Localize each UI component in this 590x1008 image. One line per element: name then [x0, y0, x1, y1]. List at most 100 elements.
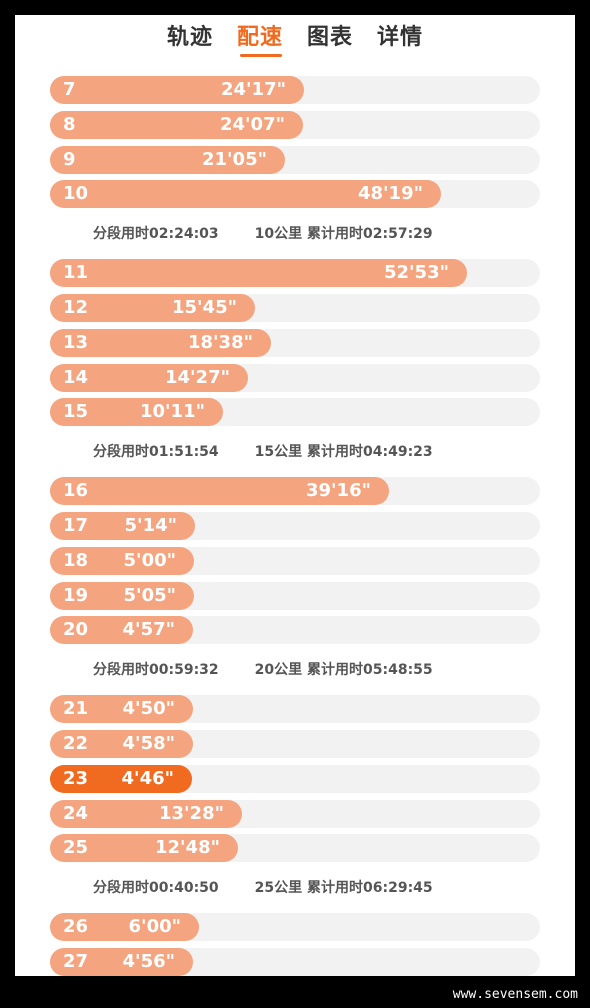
- pace-value: 21'05": [202, 149, 267, 170]
- pace-row: 19 5'05": [50, 582, 540, 610]
- segment-cumulative-time: 25公里 累计用时06:29:45: [254, 880, 433, 896]
- pace-bar: 14 14'27": [50, 364, 248, 392]
- pace-row: 10 48'19": [50, 180, 540, 208]
- pace-bar: 18 5'00": [50, 547, 194, 575]
- pace-row: 22 4'58": [50, 730, 540, 758]
- pace-value: 10'11": [140, 401, 205, 422]
- km-label: 7: [63, 79, 76, 100]
- pace-row: 16 39'16": [50, 477, 540, 505]
- segment-summary: 分段用时01:51:54 15公里 累计用时04:49:23: [93, 441, 433, 461]
- pace-value: 18'38": [188, 332, 253, 353]
- pace-bar: 7 24'17": [50, 76, 304, 104]
- pace-value: 4'56": [122, 951, 175, 972]
- pace-bar: 19 5'05": [50, 582, 194, 610]
- pace-row: 25 12'48": [50, 834, 540, 862]
- tab-details[interactable]: 详情: [377, 25, 424, 50]
- segment-cumulative-time: 15公里 累计用时04:49:23: [254, 444, 433, 460]
- km-label: 24: [63, 803, 89, 824]
- segment-summary: 分段用时00:59:32 20公里 累计用时05:48:55: [93, 659, 433, 679]
- segment-summary: 分段用时00:40:50 25公里 累计用时06:29:45: [93, 877, 433, 897]
- pace-row: 7 24'17": [50, 76, 540, 104]
- pace-bar: 24 13'28": [50, 800, 242, 828]
- km-label: 14: [63, 367, 89, 388]
- watermark: www.sevensem.com: [452, 987, 578, 1002]
- pace-row: 11 52'53": [50, 259, 540, 287]
- pace-row: 27 4'56": [50, 948, 540, 976]
- km-label: 19: [63, 585, 89, 606]
- km-label: 10: [63, 183, 89, 204]
- km-label: 8: [63, 114, 76, 135]
- active-tab-indicator: [240, 54, 282, 57]
- pace-value: 39'16": [306, 480, 371, 501]
- pace-row: 15 10'11": [50, 398, 540, 426]
- km-label: 15: [63, 401, 89, 422]
- pace-value: 13'28": [159, 803, 224, 824]
- pace-value: 24'17": [221, 79, 286, 100]
- pace-bar: 11 52'53": [50, 259, 467, 287]
- pace-bar: 26 6'00": [50, 913, 199, 941]
- km-label: 20: [63, 619, 89, 640]
- pace-bar: 27 4'56": [50, 948, 193, 976]
- km-label: 25: [63, 837, 89, 858]
- pace-bar: 15 10'11": [50, 398, 223, 426]
- segment-split-time: 分段用时00:59:32: [93, 662, 219, 678]
- km-label: 23: [63, 768, 89, 789]
- km-label: 21: [63, 698, 89, 719]
- pace-value: 5'14": [124, 515, 177, 536]
- pace-row: 20 4'57": [50, 616, 540, 644]
- pace-value: 5'05": [123, 585, 176, 606]
- km-label: 27: [63, 951, 89, 972]
- pace-bar: 25 12'48": [50, 834, 238, 862]
- pace-bar: 20 4'57": [50, 616, 193, 644]
- pace-row: 13 18'38": [50, 329, 540, 357]
- pace-value: 14'27": [165, 367, 230, 388]
- pace-row: 26 6'00": [50, 913, 540, 941]
- segment-split-time: 分段用时01:51:54: [93, 444, 219, 460]
- tab-chart[interactable]: 图表: [307, 25, 354, 50]
- pace-value: 48'19": [358, 183, 423, 204]
- pace-bar: 17 5'14": [50, 512, 195, 540]
- pace-value: 5'00": [123, 550, 176, 571]
- pace-value: 15'45": [172, 297, 237, 318]
- segment-cumulative-time: 20公里 累计用时05:48:55: [254, 662, 433, 678]
- segment-cumulative-time: 10公里 累计用时02:57:29: [254, 226, 433, 242]
- pace-row: 8 24'07": [50, 111, 540, 139]
- segment-summary: 分段用时02:24:03 10公里 累计用时02:57:29: [93, 223, 433, 243]
- pace-row: 17 5'14": [50, 512, 540, 540]
- pace-bar: 10 48'19": [50, 180, 441, 208]
- segment-split-time: 分段用时02:24:03: [93, 226, 219, 242]
- pace-panel: 轨迹 配速 图表 详情 7 24'17" 8 24'07" 9 21'05" 10 48'19…: [15, 15, 575, 976]
- pace-bar: 12 15'45": [50, 294, 255, 322]
- segment-split-time: 分段用时00:40:50: [93, 880, 219, 896]
- pace-value: 4'50": [122, 698, 175, 719]
- tab-pace[interactable]: 配速: [237, 25, 284, 50]
- pace-row: 21 4'50": [50, 695, 540, 723]
- tab-track[interactable]: 轨迹: [167, 25, 214, 50]
- pace-row: 24 13'28": [50, 800, 540, 828]
- pace-bar: 21 4'50": [50, 695, 193, 723]
- pace-row: 12 15'45": [50, 294, 540, 322]
- km-label: 18: [63, 550, 89, 571]
- pace-value: 4'57": [122, 619, 175, 640]
- tab-bar: 轨迹 配速 图表 详情: [15, 15, 575, 65]
- pace-row: 14 14'27": [50, 364, 540, 392]
- pace-value: 24'07": [220, 114, 285, 135]
- pace-row: 23 4'46": [50, 765, 540, 793]
- pace-row: 18 5'00": [50, 547, 540, 575]
- km-label: 9: [63, 149, 76, 170]
- pace-bar: 13 18'38": [50, 329, 271, 357]
- km-label: 26: [63, 916, 89, 937]
- pace-row: 9 21'05": [50, 146, 540, 174]
- pace-value: 4'58": [122, 733, 175, 754]
- km-label: 13: [63, 332, 89, 353]
- pace-value: 4'46": [121, 768, 174, 789]
- km-label: 17: [63, 515, 89, 536]
- pace-list[interactable]: 7 24'17" 8 24'07" 9 21'05" 10 48'19" 分段用时02:24:0…: [15, 15, 575, 976]
- pace-bar: 22 4'58": [50, 730, 193, 758]
- pace-bar: 9 21'05": [50, 146, 285, 174]
- km-label: 12: [63, 297, 89, 318]
- km-label: 22: [63, 733, 89, 754]
- pace-bar-fastest: 23 4'46": [50, 765, 192, 793]
- pace-value: 6'00": [128, 916, 181, 937]
- pace-value: 12'48": [155, 837, 220, 858]
